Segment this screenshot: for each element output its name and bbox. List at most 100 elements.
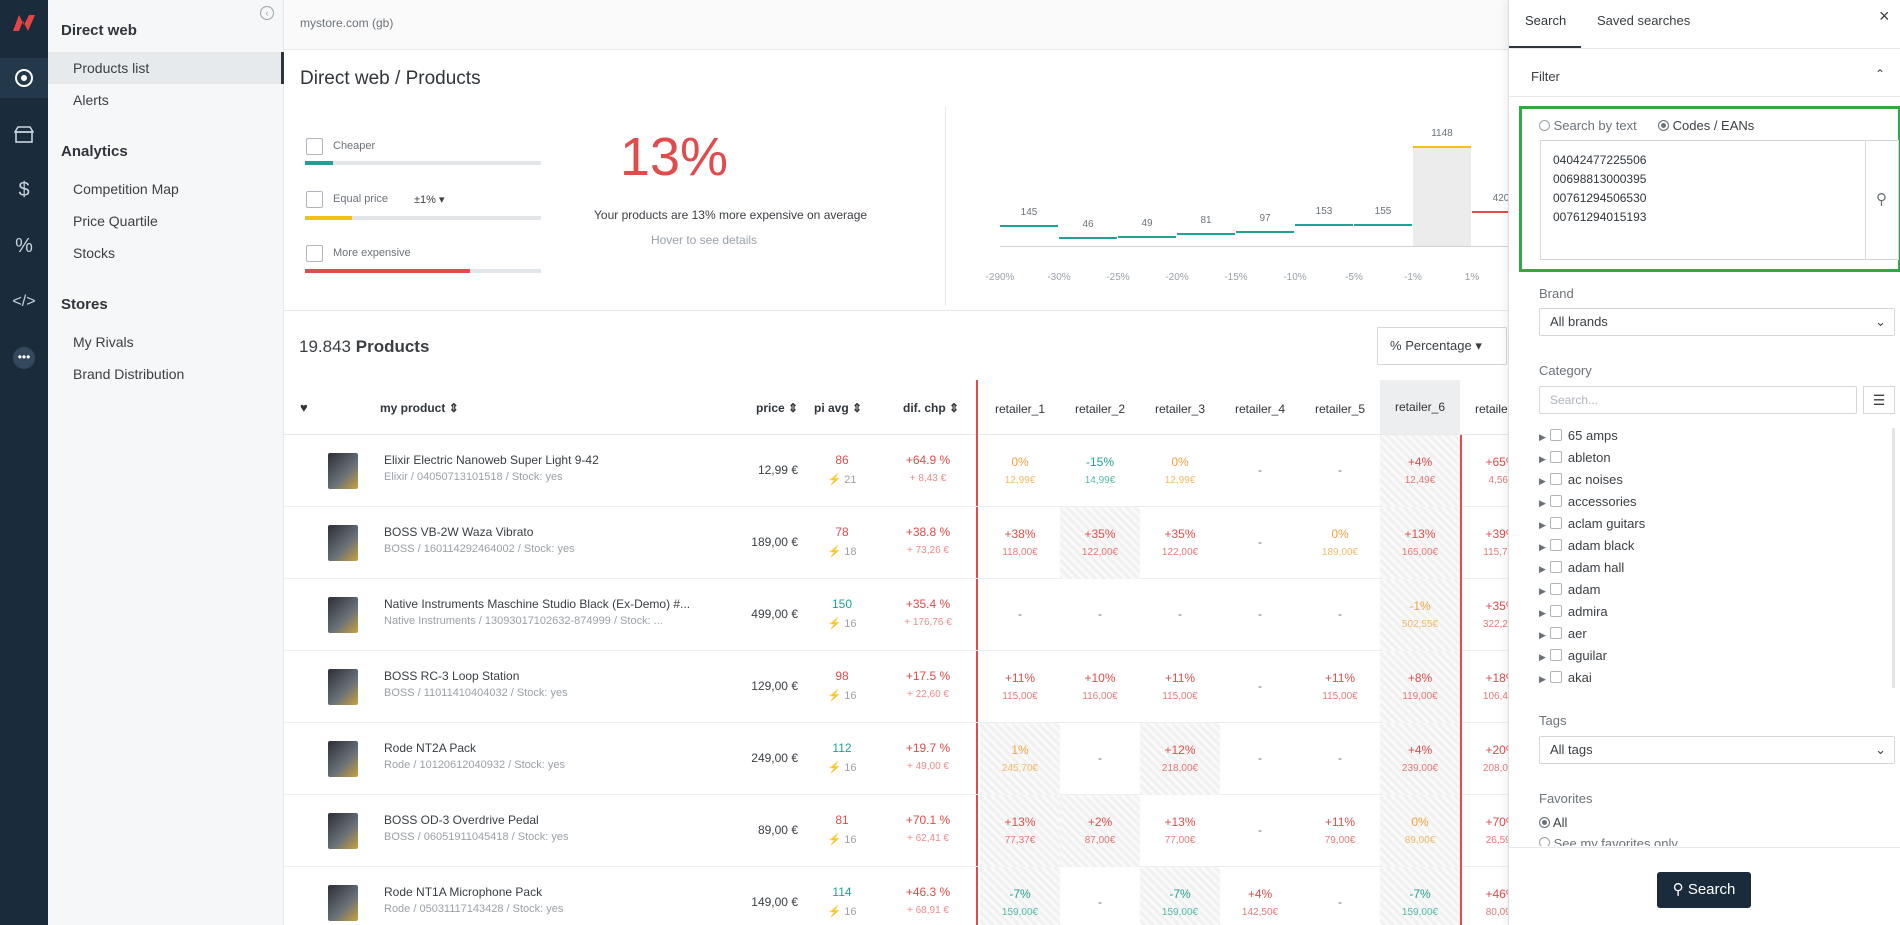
table-row[interactable]: BOSS RC-3 Loop Station BOSS / 11011410404… [284, 651, 1508, 723]
caret-right-icon[interactable]: ▶ [1539, 586, 1546, 596]
column-retailer-7[interactable]: retailer_7 [1474, 402, 1508, 416]
search-button[interactable]: ⚲ Search [1657, 872, 1751, 908]
product-thumbnail[interactable] [328, 453, 358, 489]
product-name[interactable]: Rode NT2A Pack [384, 741, 477, 755]
histogram-bar[interactable] [1000, 225, 1058, 246]
retailer-price-cell[interactable]: +4% 142,50€ [1220, 867, 1300, 925]
category-item[interactable]: ▶ akai [1539, 670, 1592, 685]
category-item[interactable]: ▶ ac noises [1539, 472, 1623, 487]
table-row[interactable]: BOSS OD-3 Overdrive Pedal BOSS / 06051911… [284, 795, 1508, 867]
category-checkbox[interactable] [1549, 627, 1562, 639]
category-item[interactable]: ▶ aguilar [1539, 648, 1607, 663]
category-checkbox[interactable] [1549, 451, 1562, 463]
list-menu-icon[interactable]: ☰ [1863, 386, 1895, 414]
product-name[interactable]: BOSS VB-2W Waza Vibrato [384, 525, 534, 539]
retailer-price-cell[interactable]: -15% 14,99€ [1060, 435, 1140, 507]
category-checkbox[interactable] [1549, 495, 1562, 507]
retailer-price-cell[interactable]: - [1220, 723, 1300, 795]
retailer-price-cell[interactable]: +4% 239,00€ [1380, 723, 1460, 795]
favorites-all-radio[interactable]: All [1539, 815, 1567, 830]
column-pi-avg[interactable]: pi avg ⇕ [814, 401, 862, 415]
column-my-product[interactable]: my product ⇕ [380, 401, 459, 415]
table-row[interactable]: Native Instruments Maschine Studio Black… [284, 579, 1508, 651]
retailer-price-cell[interactable]: +11% 115,00€ [980, 651, 1060, 723]
category-checkbox[interactable] [1549, 473, 1562, 485]
retailer-price-cell[interactable]: +13% 77,37€ [980, 795, 1060, 867]
retailer-price-cell[interactable]: +11% 115,00€ [1300, 651, 1380, 723]
retailer-price-cell[interactable]: -7% 159,00€ [1380, 867, 1460, 925]
favorites-mine-radio[interactable]: See my favorites only [1539, 836, 1678, 846]
retailer-price-cell[interactable]: -7% 159,00€ [1140, 867, 1220, 925]
category-item[interactable]: ▶ adam hall [1539, 560, 1624, 575]
histogram-bar[interactable] [1354, 224, 1412, 246]
retailer-price-cell[interactable]: - [1060, 579, 1140, 651]
sidebar-item-stocks[interactable]: Stocks [73, 245, 116, 261]
caret-right-icon[interactable]: ▶ [1539, 520, 1546, 530]
retailer-price-cell[interactable]: - [1060, 867, 1140, 925]
more-expensive-checkbox[interactable] [306, 245, 323, 262]
table-row[interactable]: Rode NT2A Pack Rode / 10120612040932 / St… [284, 723, 1508, 795]
column-retailer-4[interactable]: retailer_4 [1234, 402, 1286, 416]
category-checkbox[interactable] [1549, 671, 1562, 683]
retailer-price-cell[interactable]: +10% 116,00€ [1060, 651, 1140, 723]
product-name[interactable]: Rode NT1A Microphone Pack [384, 885, 543, 899]
caret-right-icon[interactable]: ▶ [1539, 498, 1546, 508]
retailer-price-cell[interactable]: +11% 79,00€ [1300, 795, 1380, 867]
column-retailer-6[interactable]: retailer_6 [1380, 380, 1460, 434]
table-row[interactable]: Elixir Electric Nanoweb Super Light 9-42… [284, 435, 1508, 507]
product-name[interactable]: BOSS OD-3 Overdrive Pedal [384, 813, 539, 827]
histogram-bar[interactable] [1118, 236, 1176, 246]
caret-right-icon[interactable]: ▶ [1539, 564, 1546, 574]
histogram-bar[interactable] [1059, 236, 1117, 246]
sidebar-item-products-list[interactable]: Products list [48, 52, 284, 84]
product-thumbnail[interactable] [328, 525, 358, 561]
retailer-price-cell[interactable]: +13% 77,00€ [1140, 795, 1220, 867]
category-scrollbar[interactable] [1892, 428, 1895, 688]
store-icon[interactable] [0, 114, 48, 154]
retailer-price-cell[interactable]: - [1060, 723, 1140, 795]
retailer-price-cell[interactable]: - [1300, 867, 1380, 925]
sidebar-item-price-quartile[interactable]: Price Quartile [73, 213, 158, 229]
category-item[interactable]: ▶ aer [1539, 626, 1587, 641]
category-checkbox[interactable] [1549, 583, 1562, 595]
tab-search[interactable]: Search [1525, 13, 1567, 28]
column-dif-chp[interactable]: dif. chp ⇕ [903, 401, 959, 415]
logo-icon[interactable] [0, 2, 48, 42]
codes-textarea[interactable]: 04042477225506 00698813000395 0076129450… [1540, 140, 1866, 260]
retailer-price-cell[interactable]: - [1220, 579, 1300, 651]
category-checkbox[interactable] [1549, 429, 1562, 441]
retailer-price-cell[interactable]: - [1140, 579, 1220, 651]
retailer-price-cell[interactable]: - [1300, 435, 1380, 507]
histogram-bar[interactable] [1472, 211, 1508, 246]
dashboard-icon[interactable] [0, 58, 48, 98]
retailer-price-cell[interactable]: 1% 245,70€ [980, 723, 1060, 795]
category-item[interactable]: ▶ aclam guitars [1539, 516, 1645, 531]
product-thumbnail[interactable] [328, 741, 358, 777]
tolerance-dropdown[interactable]: ±1% ▾ [414, 193, 445, 206]
retailer-price-cell[interactable]: - [1220, 651, 1300, 723]
search-by-text-radio[interactable]: Search by text [1539, 118, 1637, 133]
sidebar-item-brand-distribution[interactable]: Brand Distribution [73, 366, 185, 382]
caret-right-icon[interactable]: ▶ [1539, 652, 1546, 662]
caret-right-icon[interactable]: ▶ [1539, 454, 1546, 464]
retailer-price-cell[interactable]: +8% 119,00€ [1380, 651, 1460, 723]
collapse-sidebar-icon[interactable]: ‹ [260, 6, 274, 20]
category-checkbox[interactable] [1549, 561, 1562, 573]
histogram-bar[interactable] [1295, 224, 1353, 246]
retailer-price-cell[interactable]: - [1300, 579, 1380, 651]
codes-eans-radio[interactable]: Codes / EANs [1658, 118, 1754, 133]
retailer-price-cell[interactable]: +35% 122,00€ [1140, 507, 1220, 579]
retailer-price-cell[interactable]: +4% 12,49€ [1380, 435, 1460, 507]
retailer-price-cell[interactable]: +12% 218,00€ [1140, 723, 1220, 795]
category-checkbox[interactable] [1549, 517, 1562, 529]
retailer-price-cell[interactable]: -1% 502,55€ [1380, 579, 1460, 651]
sidebar-item-my-rivals[interactable]: My Rivals [73, 334, 134, 350]
column-retailer-1[interactable]: retailer_1 [994, 402, 1046, 416]
sidebar-item-alerts[interactable]: Alerts [73, 92, 109, 108]
tags-select[interactable]: All tags ⌄ [1539, 736, 1895, 764]
column-retailer-2[interactable]: retailer_2 [1074, 402, 1126, 416]
retailer-price-cell[interactable]: +35% 322,24€ [1460, 579, 1508, 651]
category-item[interactable]: ▶ 65 amps [1539, 428, 1618, 443]
retailer-price-cell[interactable]: +39% 115,74€ [1460, 507, 1508, 579]
equal-price-checkbox[interactable] [306, 191, 323, 208]
